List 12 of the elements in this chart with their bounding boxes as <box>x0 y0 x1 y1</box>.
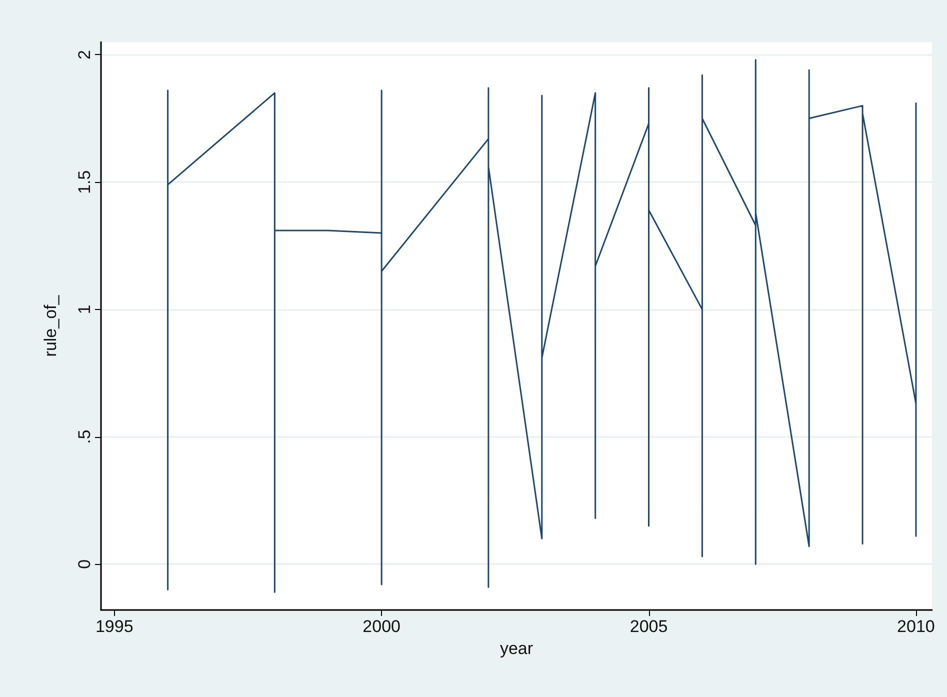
y-tick-label: 1 <box>75 304 94 314</box>
y-tick-label: .5 <box>75 430 94 444</box>
x-axis-title: year <box>500 639 534 658</box>
x-tick-label: 2000 <box>362 617 400 636</box>
y-axis-title: rule_of_ <box>41 294 60 357</box>
x-tick-label: 2005 <box>630 617 668 636</box>
x-tick-label: 2010 <box>897 617 935 636</box>
y-tick-label: 2 <box>75 50 94 60</box>
x-tick-label: 1995 <box>95 617 134 636</box>
line-series <box>167 59 917 593</box>
y-tick-label: 0 <box>75 559 94 569</box>
y-tick-label: 1.5 <box>75 170 94 194</box>
